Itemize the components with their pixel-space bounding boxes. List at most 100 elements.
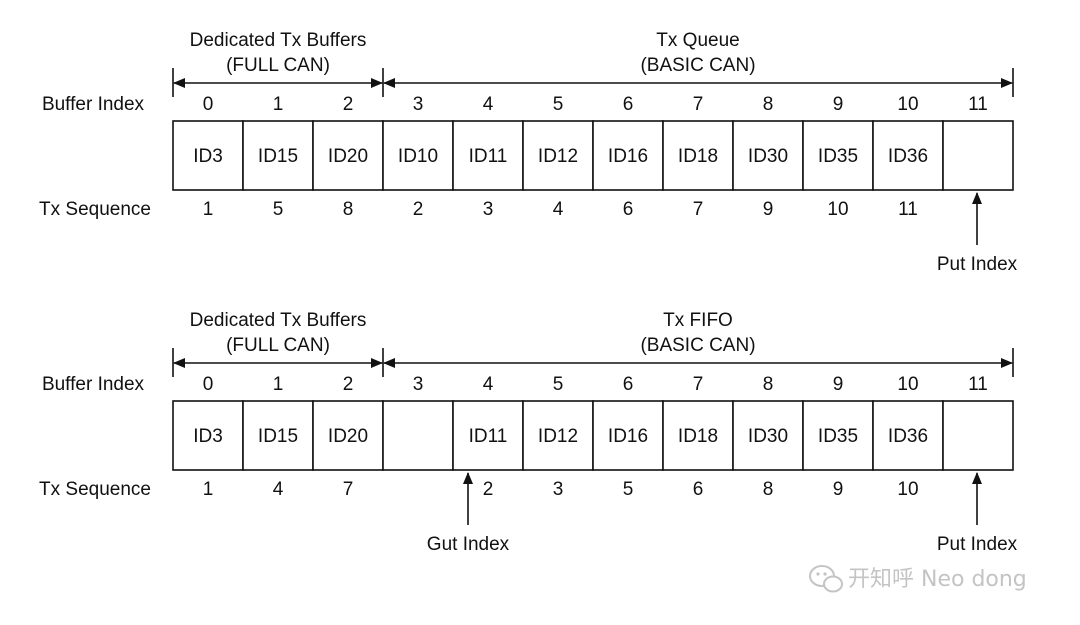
buffer-id-7: ID18 bbox=[678, 146, 718, 167]
tx-sequence-6: 6 bbox=[623, 199, 634, 220]
buffer-cell-10 bbox=[872, 120, 944, 191]
tx-sequence-7: 7 bbox=[693, 199, 704, 220]
right-group-title: Tx Queue bbox=[656, 30, 739, 51]
tx-sequence-1: 4 bbox=[273, 479, 284, 500]
buffer-cell-8 bbox=[732, 400, 804, 471]
buffer-cell-1 bbox=[242, 400, 314, 471]
buffer-cell-1 bbox=[242, 120, 314, 191]
buffer-cell-11 bbox=[942, 400, 1014, 471]
tx-sequence-4: 2 bbox=[483, 479, 494, 500]
buffer-id-3: ID10 bbox=[398, 146, 438, 167]
tx-sequence-0: 1 bbox=[203, 199, 214, 220]
buffer-id-1: ID15 bbox=[258, 146, 298, 167]
buffer-id-2: ID20 bbox=[328, 146, 368, 167]
buffer-cell-9 bbox=[802, 400, 874, 471]
buffer-index-5: 5 bbox=[553, 94, 564, 115]
buffer-index-label: Buffer Index bbox=[42, 374, 145, 395]
tx-sequence-label: Tx Sequence bbox=[39, 479, 151, 500]
tx-sequence-label: Tx Sequence bbox=[39, 199, 151, 220]
tx-sequence-4: 3 bbox=[483, 199, 494, 220]
tx-sequence-0: 1 bbox=[203, 479, 214, 500]
buffer-index-4: 4 bbox=[483, 94, 494, 115]
diagram-2: Dedicated Tx Buffers (FULL CAN) Tx FIFO (BA… bbox=[39, 310, 1018, 555]
buffer-cell-4 bbox=[452, 120, 524, 191]
buffer-index-9: 9 bbox=[833, 94, 844, 115]
tx-sequence-1: 5 bbox=[273, 199, 284, 220]
wechat-icon bbox=[809, 565, 843, 593]
buffer-index-7: 7 bbox=[693, 94, 704, 115]
buffer-id-8: ID30 bbox=[748, 426, 788, 447]
buffer-id-9: ID35 bbox=[818, 426, 858, 447]
buffer-id-6: ID16 bbox=[608, 426, 648, 447]
buffer-index-8: 8 bbox=[763, 94, 774, 115]
tx-sequence-10: 10 bbox=[897, 479, 918, 500]
buffer-index-1: 1 bbox=[273, 94, 284, 115]
buffer-id-8: ID30 bbox=[748, 146, 788, 167]
buffer-index-6: 6 bbox=[623, 374, 634, 395]
buffer-id-10: ID36 bbox=[888, 146, 928, 167]
put-index-label: Put Index bbox=[937, 254, 1018, 275]
gut-index-label: Gut Index bbox=[427, 534, 510, 555]
buffer-cell-5 bbox=[522, 400, 594, 471]
left-group-subtitle: (FULL CAN) bbox=[226, 335, 330, 356]
buffer-cell-0 bbox=[172, 120, 244, 191]
buffer-cell-4 bbox=[452, 400, 524, 471]
tx-sequence-6: 5 bbox=[623, 479, 634, 500]
buffer-id-7: ID18 bbox=[678, 426, 718, 447]
right-group-subtitle: (BASIC CAN) bbox=[640, 335, 755, 356]
buffer-cell-7 bbox=[662, 400, 734, 471]
watermark-text: 开知呼 Neo dong bbox=[848, 567, 1027, 592]
left-group-title: Dedicated Tx Buffers bbox=[190, 30, 367, 51]
buffer-index-11: 11 bbox=[968, 374, 988, 395]
tx-sequence-2: 8 bbox=[343, 199, 354, 220]
buffer-cell-10 bbox=[872, 400, 944, 471]
buffer-index-4: 4 bbox=[483, 374, 494, 395]
buffer-id-1: ID15 bbox=[258, 426, 298, 447]
buffer-id-5: ID12 bbox=[538, 146, 578, 167]
buffer-id-4: ID11 bbox=[469, 426, 508, 447]
buffer-id-2: ID20 bbox=[328, 426, 368, 447]
buffer-cell-6 bbox=[592, 400, 664, 471]
buffer-cell-3 bbox=[382, 400, 454, 471]
buffer-id-6: ID16 bbox=[608, 146, 648, 167]
buffer-id-4: ID11 bbox=[469, 146, 508, 167]
buffer-index-8: 8 bbox=[763, 374, 774, 395]
buffer-index-10: 10 bbox=[897, 374, 918, 395]
tx-sequence-10: 11 bbox=[898, 199, 918, 220]
buffer-index-7: 7 bbox=[693, 374, 704, 395]
diagram-1: Dedicated Tx Buffers (FULL CAN) Tx Queue (B… bbox=[39, 30, 1018, 275]
tx-sequence-2: 7 bbox=[343, 479, 354, 500]
buffer-index-2: 2 bbox=[343, 94, 354, 115]
buffer-index-11: 11 bbox=[968, 94, 988, 115]
tx-sequence-7: 6 bbox=[693, 479, 704, 500]
buffer-index-3: 3 bbox=[413, 374, 424, 395]
buffer-index-label: Buffer Index bbox=[42, 94, 145, 115]
buffer-cell-11 bbox=[942, 120, 1014, 191]
buffer-cell-2 bbox=[312, 120, 384, 191]
buffer-cell-6 bbox=[592, 120, 664, 191]
tx-sequence-9: 10 bbox=[827, 199, 848, 220]
buffer-cell-0 bbox=[172, 400, 244, 471]
buffer-id-9: ID35 bbox=[818, 146, 858, 167]
tx-sequence-9: 9 bbox=[833, 479, 844, 500]
buffer-cell-2 bbox=[312, 400, 384, 471]
tx-sequence-5: 3 bbox=[553, 479, 564, 500]
buffer-index-0: 0 bbox=[203, 94, 214, 115]
tx-sequence-8: 8 bbox=[763, 479, 774, 500]
buffer-id-5: ID12 bbox=[538, 426, 578, 447]
buffer-id-0: ID3 bbox=[193, 146, 223, 167]
buffer-index-3: 3 bbox=[413, 94, 424, 115]
right-group-title: Tx FIFO bbox=[663, 310, 733, 331]
buffer-id-10: ID36 bbox=[888, 426, 928, 447]
buffer-index-9: 9 bbox=[833, 374, 844, 395]
buffer-index-0: 0 bbox=[203, 374, 214, 395]
buffer-cell-8 bbox=[732, 120, 804, 191]
tx-sequence-5: 4 bbox=[553, 199, 564, 220]
tx-sequence-3: 2 bbox=[413, 199, 424, 220]
left-group-title: Dedicated Tx Buffers bbox=[190, 310, 367, 331]
put-index-label: Put Index bbox=[937, 534, 1018, 555]
buffer-index-10: 10 bbox=[897, 94, 918, 115]
tx-sequence-8: 9 bbox=[763, 199, 774, 220]
